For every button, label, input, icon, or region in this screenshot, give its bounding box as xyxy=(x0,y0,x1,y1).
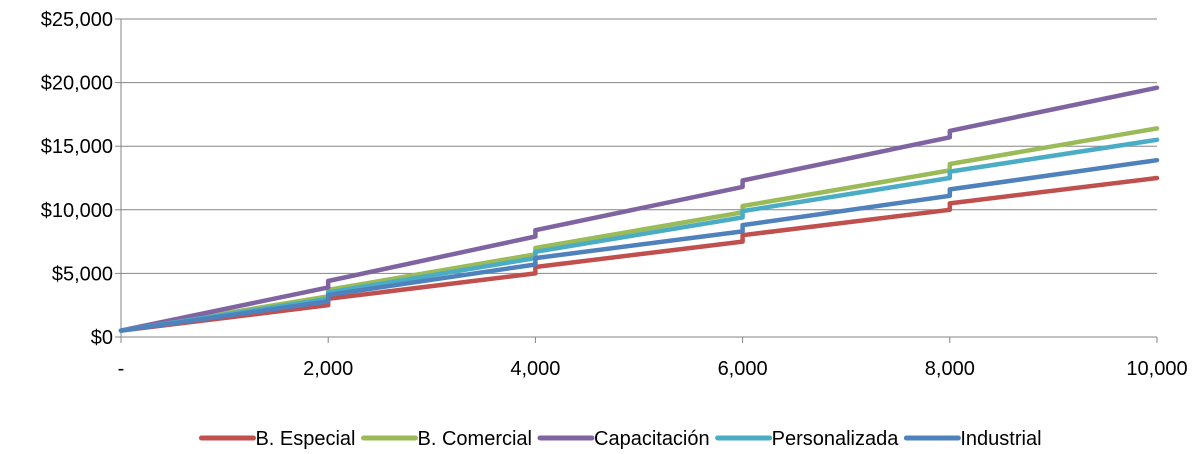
gridlines xyxy=(121,18,1157,274)
legend-label: B. Especial xyxy=(255,428,355,450)
legend-item: Industrial xyxy=(903,428,1042,450)
y-tick-label: $20,000 xyxy=(41,73,113,95)
y-tick-label: $5,000 xyxy=(52,263,113,285)
y-tick-label: $10,000 xyxy=(41,200,113,222)
x-axis-tick-labels: - 2,000 4,000 6,000 8,000 10,000 xyxy=(118,358,1188,380)
legend-item: B. Comercial xyxy=(361,428,532,450)
y-tick-label: $15,000 xyxy=(41,136,113,158)
x-tick-label: - xyxy=(118,358,125,380)
legend-item: Personalizada xyxy=(715,428,900,450)
series-lines xyxy=(118,85,1160,333)
series-line-5 xyxy=(118,157,1160,333)
series-line-4 xyxy=(118,137,1160,333)
y-tick-label: $0 xyxy=(91,327,113,349)
y-axis-tick-labels: $0 $5,000 $10,000 $15,000 $20,000 $25,000 xyxy=(41,9,113,349)
y-tick-label: $25,000 xyxy=(41,9,113,31)
x-tick-label: 6,000 xyxy=(718,358,768,380)
x-tick-label: 4,000 xyxy=(510,358,560,380)
legend-item: B. Especial xyxy=(198,428,356,450)
x-tick-label: 8,000 xyxy=(925,358,975,380)
x-tick-label: 10,000 xyxy=(1126,358,1187,380)
legend-label: B. Comercial xyxy=(418,428,532,450)
legend-item: Capacitación xyxy=(537,428,710,450)
legend-label: Personalizada xyxy=(772,428,900,450)
axes xyxy=(115,18,1158,343)
legend: B. Especial B. Comercial Capacitación Perso… xyxy=(198,428,1042,450)
legend-label: Industrial xyxy=(960,428,1041,450)
x-tick-label: 2,000 xyxy=(303,358,353,380)
series-line-3 xyxy=(118,85,1160,333)
legend-label: Capacitación xyxy=(594,428,710,450)
